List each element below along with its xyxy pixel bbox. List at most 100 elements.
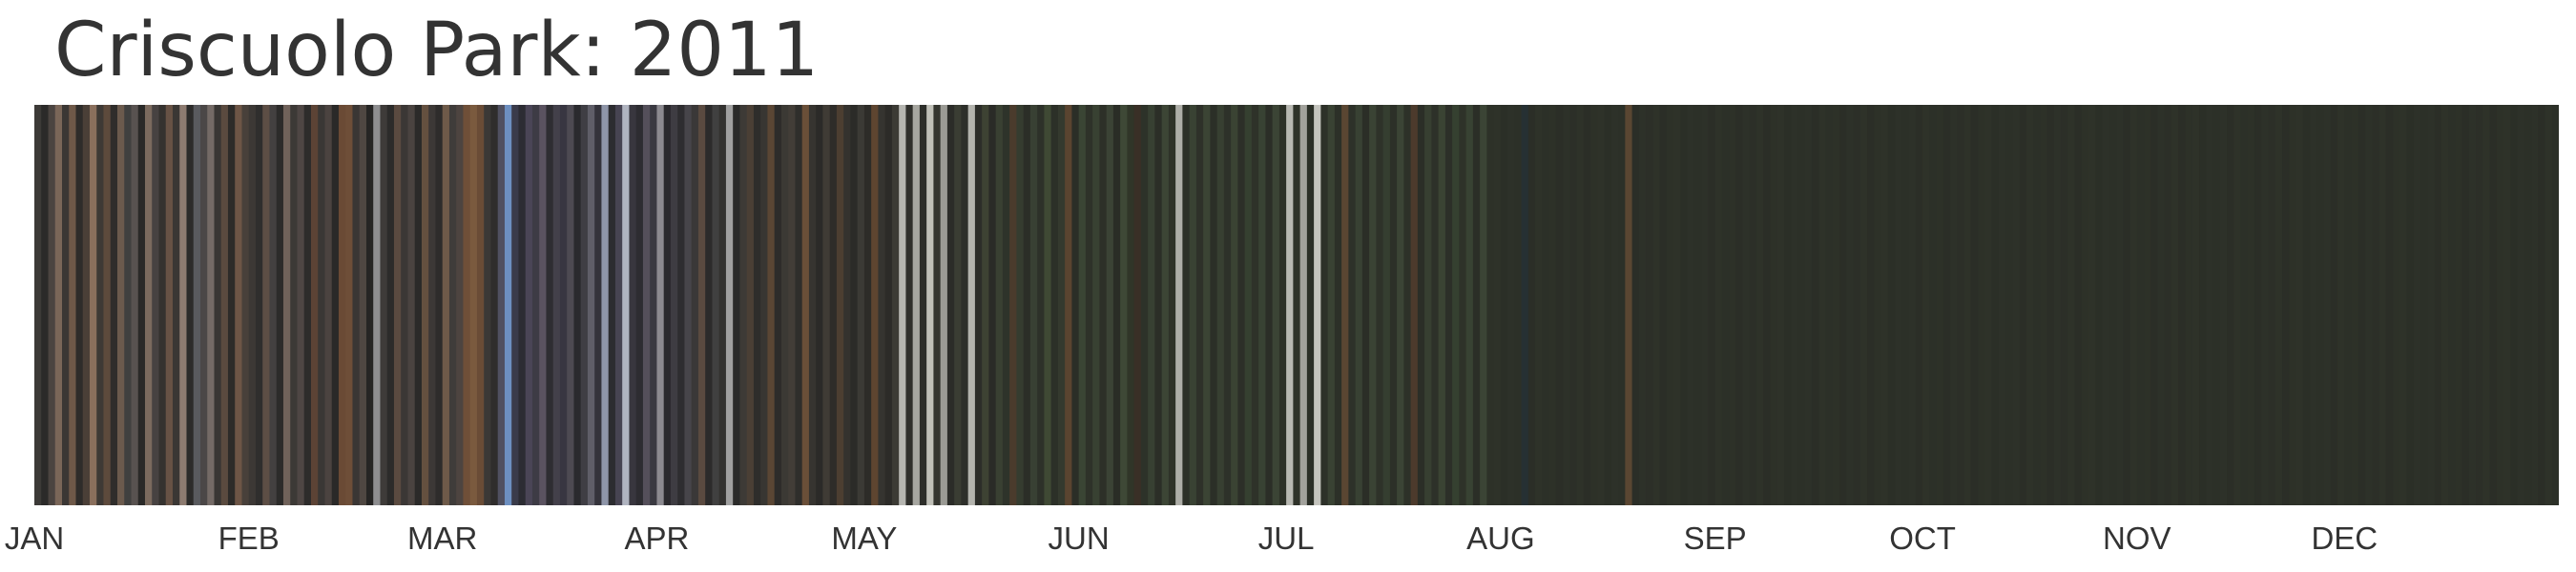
day-stripe (1203, 105, 1211, 505)
day-stripe (1998, 105, 2006, 505)
month-tick-label: MAY (831, 521, 897, 556)
day-stripe (1251, 105, 1259, 505)
day-stripe (435, 105, 444, 505)
day-stripe (594, 105, 603, 505)
day-stripe (1680, 105, 1689, 505)
day-stripe (172, 105, 180, 505)
day-stripe (608, 105, 616, 505)
day-stripe (684, 105, 693, 505)
day-stripe (1009, 105, 1018, 505)
day-stripe (1569, 105, 1578, 505)
day-stripe (2109, 105, 2117, 505)
day-stripe (1784, 105, 1792, 505)
day-stripe (1701, 105, 1709, 505)
day-stripe (2551, 105, 2559, 505)
day-stripe (1244, 105, 1253, 505)
day-stripe (967, 105, 976, 505)
day-stripe (1984, 105, 1993, 505)
day-stripe (899, 105, 907, 505)
day-stripe (158, 105, 167, 505)
day-stripe (1071, 105, 1080, 505)
day-stripe (2074, 105, 2083, 505)
day-stripe (2254, 105, 2262, 505)
day-stripe (995, 105, 1004, 505)
day-stripe (822, 105, 831, 505)
day-stripe (262, 105, 271, 505)
day-stripe (1646, 105, 1653, 505)
day-stripe (2005, 105, 2013, 505)
day-stripe (1832, 105, 1840, 505)
day-stripe (199, 105, 208, 505)
day-stripe (1465, 105, 1474, 505)
day-stripe (808, 105, 817, 505)
day-stripe (1037, 105, 1045, 505)
day-stripe (871, 105, 880, 505)
day-stripe (2247, 105, 2255, 505)
day-stripe (1846, 105, 1855, 505)
day-stripe (2275, 105, 2283, 505)
day-stripe (2323, 105, 2332, 505)
day-stripe (1424, 105, 1432, 505)
day-stripe (2483, 105, 2491, 505)
day-stripe (1950, 105, 1958, 505)
day-stripe (1092, 105, 1100, 505)
day-stripe (663, 105, 672, 505)
day-stripe (2219, 105, 2228, 505)
day-stripe (1016, 105, 1025, 505)
day-stripe (297, 105, 305, 505)
day-stripe (1265, 105, 1274, 505)
day-stripe (1355, 105, 1363, 505)
day-stripe (2212, 105, 2221, 505)
day-stripe (863, 105, 872, 505)
day-stripe (1673, 105, 1681, 505)
day-stripe (1444, 105, 1453, 505)
day-stripe (2310, 105, 2317, 505)
day-stripe (1175, 105, 1183, 505)
day-stripe (546, 105, 554, 505)
day-stripe (179, 105, 188, 505)
day-stripe (1929, 105, 1938, 505)
day-stripe (1286, 105, 1294, 505)
day-stripe (310, 105, 319, 505)
day-stripe (573, 105, 582, 505)
day-stripe (961, 105, 969, 505)
day-stripe (290, 105, 299, 505)
day-stripe (1812, 105, 1819, 505)
day-stripe (131, 105, 139, 505)
day-stripe (1327, 105, 1336, 505)
day-stripe (490, 105, 499, 505)
day-stripe (1576, 105, 1585, 505)
day-stripe (1507, 105, 1515, 505)
day-stripe (1853, 105, 1861, 505)
month-tick-label: DEC (2311, 521, 2378, 556)
day-stripe (1216, 105, 1225, 505)
day-stripe (954, 105, 963, 505)
day-stripe (1604, 105, 1612, 505)
day-stripe (2268, 105, 2276, 505)
day-stripe (843, 105, 852, 505)
day-stripe (587, 105, 595, 505)
day-stripe (1535, 105, 1543, 505)
day-stripe (1500, 105, 1508, 505)
day-stripe (2468, 105, 2477, 505)
day-stripe (2227, 105, 2234, 505)
day-stripe (2337, 105, 2345, 505)
day-stripe (303, 105, 312, 505)
day-stripe (2061, 105, 2068, 505)
day-stripe (891, 105, 900, 505)
day-stripe (476, 105, 485, 505)
day-stripe (124, 105, 133, 505)
month-tick-label: SEP (1684, 521, 1747, 556)
day-stripe (691, 105, 699, 505)
day-stripe (2233, 105, 2242, 505)
day-stripe (2538, 105, 2546, 505)
day-stripe (1065, 105, 1072, 505)
day-stripe (919, 105, 927, 505)
day-stripe (110, 105, 118, 505)
day-stripe (1195, 105, 1204, 505)
day-stripe (2171, 105, 2179, 505)
day-stripe (2420, 105, 2428, 505)
day-stripe (1154, 105, 1163, 505)
day-stripe (241, 105, 250, 505)
day-stripe (2040, 105, 2048, 505)
